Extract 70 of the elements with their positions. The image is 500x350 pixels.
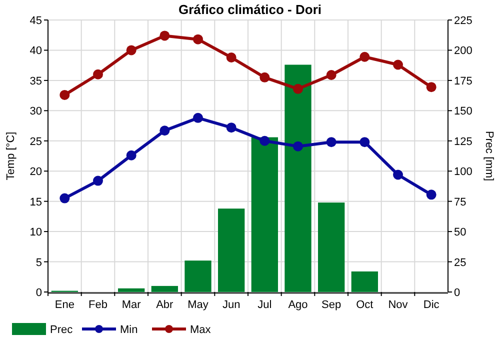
y2-tick-label: 200 — [454, 45, 472, 58]
bar — [218, 208, 245, 292]
y2-tick-label: 225 — [454, 15, 472, 27]
y-tick-label: 20 — [30, 166, 42, 178]
x-tick-label: Feb — [88, 299, 108, 311]
x-tick-label: Sep — [322, 299, 342, 311]
point — [293, 141, 303, 152]
point — [360, 137, 370, 148]
point — [160, 30, 170, 41]
y-tick-label: 35 — [30, 75, 42, 88]
x-tick-label: Ene — [54, 299, 74, 311]
point — [193, 34, 203, 44]
point — [193, 112, 203, 123]
point — [393, 60, 403, 70]
point — [226, 122, 236, 133]
bar — [351, 271, 378, 292]
y2-tick-label: 125 — [454, 136, 472, 148]
legend-label: Max — [190, 324, 212, 336]
x-tick-label: Oct — [356, 299, 374, 311]
x-tick-label: Dic — [423, 299, 440, 311]
y2-tick-label: 150 — [454, 106, 472, 118]
x-tick-label: Mar — [122, 299, 142, 311]
y2-tick-label: 25 — [454, 256, 466, 269]
x-tick-label: Jul — [258, 299, 272, 311]
point — [426, 190, 436, 200]
y2-tick-label: 100 — [454, 166, 472, 178]
point — [326, 137, 336, 148]
legend-label: Prec — [50, 324, 74, 336]
y-tick-label: 25 — [30, 136, 42, 148]
bar — [118, 288, 145, 292]
bar — [151, 286, 178, 292]
point — [126, 45, 136, 56]
point — [93, 176, 103, 186]
point — [293, 84, 303, 94]
legend-label: Min — [120, 324, 138, 336]
y-tick-label: 40 — [30, 45, 42, 58]
y-tick-label: 5 — [36, 256, 42, 269]
bar — [184, 260, 212, 292]
y2-tick-label: 75 — [454, 196, 466, 208]
point — [426, 82, 436, 92]
point — [160, 126, 170, 136]
point — [93, 69, 103, 80]
bar — [284, 64, 312, 292]
point — [126, 150, 136, 160]
y2-tick-label: 0 — [454, 287, 460, 299]
bar — [318, 202, 345, 292]
y-axis-title: Temp [°C] — [5, 132, 17, 180]
y-tick-label: 10 — [30, 226, 42, 239]
y2-tick-label: 175 — [454, 75, 472, 88]
x-tick-label: May — [188, 299, 209, 311]
y-tick-label: 30 — [30, 106, 42, 118]
y-tick-label: 45 — [30, 15, 42, 27]
y2-tick-label: 50 — [454, 226, 466, 239]
x-tick-label: Nov — [388, 299, 408, 311]
y-tick-label: 0 — [36, 287, 42, 299]
point — [260, 136, 270, 146]
point — [326, 70, 336, 80]
point — [260, 72, 270, 82]
chart-title: Gráfico climático - Dori — [178, 2, 322, 17]
y2-axis-title: Prec [mm] — [483, 130, 495, 182]
y-tick-label: 15 — [30, 196, 42, 208]
point — [60, 193, 70, 204]
x-tick-label: Ago — [288, 299, 308, 311]
point — [226, 52, 236, 62]
point — [60, 90, 70, 100]
x-tick-label: Jun — [222, 299, 240, 311]
point — [360, 52, 370, 62]
bar — [251, 137, 278, 292]
x-tick-label: Abr — [156, 299, 174, 311]
point — [393, 170, 403, 180]
